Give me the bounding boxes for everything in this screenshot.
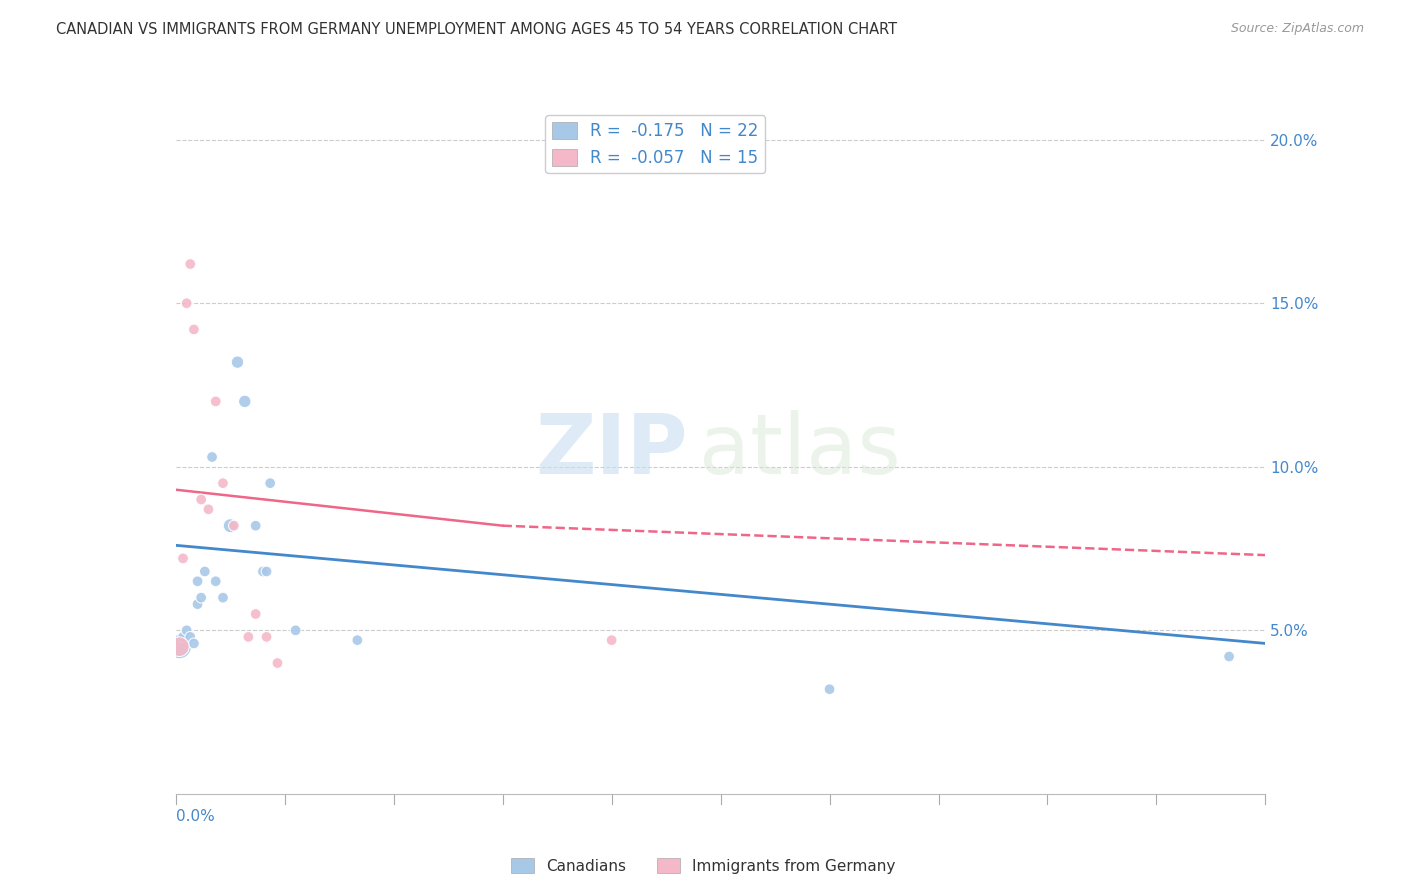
Point xyxy=(201,450,224,464)
Point xyxy=(212,476,235,491)
Point xyxy=(259,476,281,491)
Point xyxy=(194,565,217,579)
Text: CANADIAN VS IMMIGRANTS FROM GERMANY UNEMPLOYMENT AMONG AGES 45 TO 54 YEARS CORRE: CANADIAN VS IMMIGRANTS FROM GERMANY UNEM… xyxy=(56,22,897,37)
Point xyxy=(172,630,194,644)
Text: Source: ZipAtlas.com: Source: ZipAtlas.com xyxy=(1230,22,1364,36)
Point xyxy=(179,630,201,644)
Point xyxy=(204,394,226,409)
Point xyxy=(190,492,212,507)
Point xyxy=(186,574,209,589)
Point xyxy=(818,682,841,697)
Point xyxy=(238,630,260,644)
Point xyxy=(186,597,209,611)
Point xyxy=(252,565,274,579)
Point xyxy=(183,636,205,650)
Point xyxy=(169,640,191,654)
Point xyxy=(183,322,205,336)
Point xyxy=(179,257,201,271)
Point xyxy=(204,574,226,589)
Point xyxy=(1218,649,1240,664)
Point xyxy=(284,624,307,638)
Legend: Canadians, Immigrants from Germany: Canadians, Immigrants from Germany xyxy=(505,852,901,880)
Point xyxy=(190,591,212,605)
Point xyxy=(346,633,368,648)
Point xyxy=(176,296,198,310)
Point xyxy=(256,565,278,579)
Point xyxy=(245,607,267,621)
Text: ZIP: ZIP xyxy=(536,410,688,491)
Text: 0.0%: 0.0% xyxy=(176,809,215,824)
Point xyxy=(233,394,256,409)
Point xyxy=(219,518,242,533)
Point xyxy=(212,591,235,605)
Legend: R =  -0.175   N = 22, R =  -0.057   N = 15: R = -0.175 N = 22, R = -0.057 N = 15 xyxy=(546,115,765,173)
Point xyxy=(226,355,249,369)
Point xyxy=(197,502,219,516)
Point xyxy=(172,551,194,566)
Point xyxy=(245,518,267,533)
Point xyxy=(266,656,288,670)
Point xyxy=(169,640,191,654)
Text: atlas: atlas xyxy=(699,410,900,491)
Point xyxy=(600,633,623,648)
Point xyxy=(176,624,198,638)
Point xyxy=(222,518,245,533)
Point xyxy=(256,630,278,644)
